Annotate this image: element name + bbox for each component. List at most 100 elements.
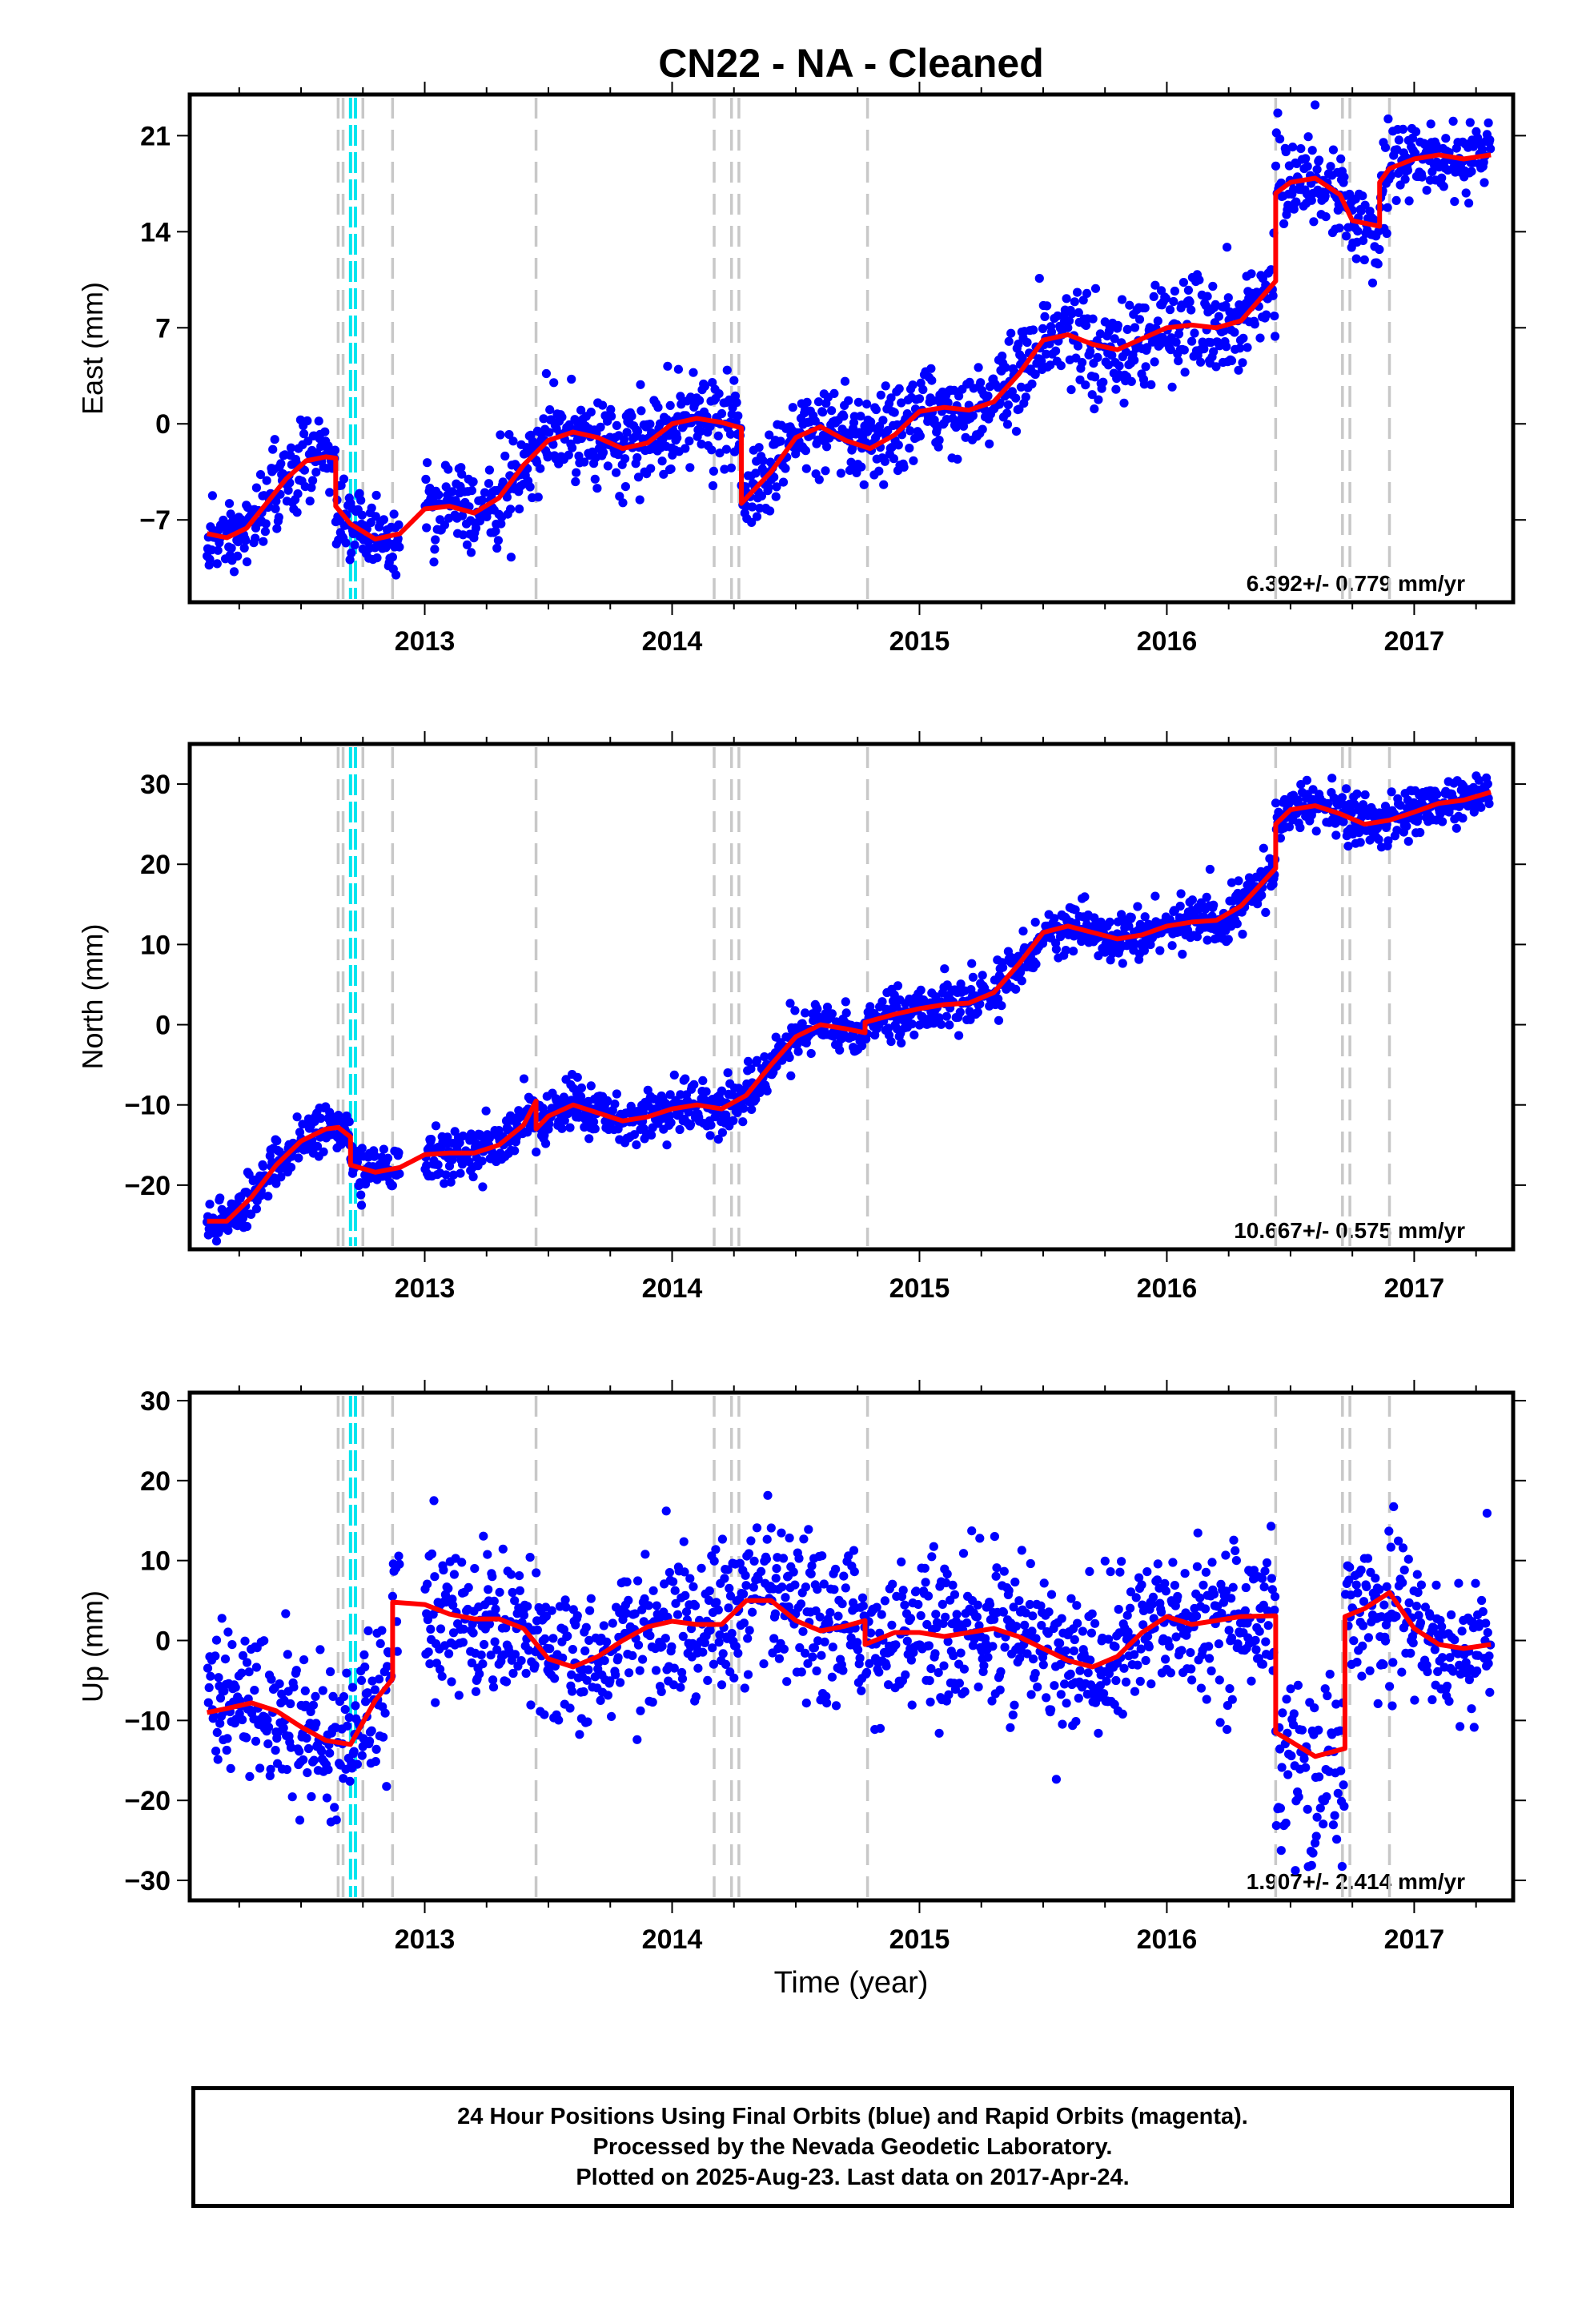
east-point (1021, 392, 1030, 402)
east-point (662, 415, 672, 424)
north-point (1275, 834, 1285, 843)
up-point (1191, 1611, 1202, 1621)
up-point (263, 1715, 272, 1725)
north-point (801, 1008, 810, 1018)
up-point (1311, 1838, 1320, 1848)
north-point (1176, 889, 1186, 899)
east-point (1003, 400, 1013, 410)
east-point (813, 397, 824, 407)
up-point (1219, 1598, 1228, 1607)
up-point (1168, 1558, 1178, 1567)
up-point (1026, 1690, 1036, 1699)
up-point (1136, 1644, 1146, 1654)
north-point (1311, 826, 1321, 836)
chart-title: CN22 - NA - Cleaned (658, 41, 1044, 86)
up-point (300, 1686, 310, 1695)
up-point (718, 1649, 728, 1659)
up-point (698, 1647, 708, 1657)
north-point (477, 1156, 487, 1166)
east-point (1046, 360, 1055, 370)
east-point (1122, 324, 1132, 334)
east-point (620, 454, 630, 464)
east-point (1279, 219, 1289, 228)
east-point (769, 472, 779, 482)
up-point (902, 1636, 912, 1646)
east-point (685, 436, 694, 446)
up-point (1066, 1594, 1076, 1603)
north-point (629, 1130, 640, 1140)
north-point (1130, 939, 1140, 949)
east-point (1484, 118, 1493, 128)
up-point (667, 1642, 677, 1651)
east-point (636, 406, 646, 416)
up-point (508, 1587, 517, 1598)
up-point (657, 1642, 667, 1651)
east-point (506, 505, 516, 514)
east-point (1187, 336, 1197, 346)
up-point (844, 1551, 853, 1561)
up-point (785, 1533, 794, 1543)
up-point (1161, 1655, 1170, 1664)
up-point (1281, 1818, 1291, 1828)
up-point (371, 1744, 381, 1754)
up-point (586, 1594, 596, 1603)
north-ylabel: North (mm) (76, 924, 109, 1070)
east-point (848, 444, 857, 453)
up-point (212, 1727, 222, 1737)
north-point (674, 1108, 684, 1118)
up-point (227, 1640, 237, 1650)
up-point (1386, 1542, 1395, 1552)
north-point (1392, 826, 1402, 835)
north-point (1094, 951, 1103, 961)
east-point (821, 466, 830, 476)
east-point (1394, 135, 1403, 145)
north-point (1409, 798, 1419, 808)
up-point (263, 1739, 273, 1749)
east-point (307, 483, 316, 493)
up-point (215, 1693, 226, 1703)
east-point (1034, 274, 1044, 283)
north-point (998, 963, 1008, 972)
up-point (467, 1658, 477, 1668)
east-point (286, 443, 296, 452)
east-point (456, 463, 466, 472)
east-point (229, 567, 239, 577)
up-point (380, 1708, 390, 1718)
up-point (931, 1610, 941, 1619)
east-point (876, 390, 885, 400)
up-point (916, 1610, 926, 1621)
east-point (1067, 309, 1077, 319)
up-point (813, 1585, 822, 1594)
up-point (1221, 1550, 1231, 1560)
up-point (828, 1642, 837, 1652)
north-point (286, 1163, 296, 1172)
up-point (242, 1658, 252, 1667)
up-point (565, 1703, 575, 1713)
up-point (705, 1586, 714, 1596)
up-point (715, 1630, 725, 1640)
up-point (766, 1523, 776, 1533)
north-point (344, 1117, 354, 1127)
east-point (1411, 148, 1420, 158)
up-point (1214, 1639, 1223, 1649)
east-point (894, 384, 904, 393)
east-point (458, 530, 468, 540)
up-point (1187, 1675, 1197, 1685)
east-point (1321, 212, 1331, 222)
up-point (203, 1663, 213, 1673)
up-point (1267, 1522, 1276, 1531)
up-point (1021, 1608, 1030, 1618)
east-point (545, 405, 555, 415)
east-point (983, 391, 993, 400)
east-ylabel: East (mm) (76, 282, 109, 415)
up-point (295, 1747, 304, 1756)
east-point (1255, 333, 1265, 343)
east-point (874, 466, 884, 476)
east-point (717, 408, 727, 419)
up-point (757, 1566, 766, 1576)
up-point (251, 1663, 261, 1672)
east-point (1303, 132, 1313, 142)
east-point (292, 508, 302, 517)
east-point (1382, 228, 1391, 239)
east-point (653, 403, 663, 412)
